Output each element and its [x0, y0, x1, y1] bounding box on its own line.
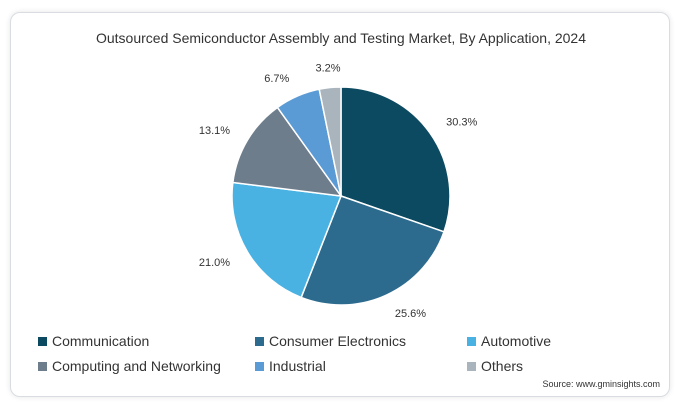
legend-label: Automotive — [481, 333, 552, 349]
slice-value-label: 3.2% — [315, 63, 340, 75]
legend-swatch — [255, 336, 264, 346]
legend-item-consumer-electronics: Consumer Electronics — [255, 333, 406, 349]
legend-item-computing-and-networking: Computing and Networking — [38, 358, 221, 374]
pie-slice-computing-and-networking — [232, 106, 343, 197]
legend-swatch — [38, 361, 47, 371]
legend-label: Consumer Electronics — [269, 333, 406, 349]
slice-value-label: 30.3% — [446, 116, 477, 128]
slice-value-label: 6.7% — [264, 73, 289, 85]
legend-swatch — [467, 336, 476, 346]
legend-swatch — [255, 361, 264, 371]
legend-swatch — [467, 361, 476, 371]
legend-item-automotive: Automotive — [467, 333, 551, 349]
pie-slice-others — [318, 86, 342, 197]
legend-item-industrial: Industrial — [255, 358, 326, 374]
legend-label: Industrial — [269, 358, 326, 374]
legend-label: Others — [481, 358, 524, 374]
legend-item-others: Others — [467, 358, 523, 374]
pie-slice-automotive — [231, 181, 343, 299]
legend-item-communication: Communication — [38, 333, 149, 349]
pie-slice-consumer-electronics — [300, 195, 445, 306]
slice-value-label: 25.6% — [395, 308, 426, 320]
slice-value-label: 21.0% — [199, 257, 230, 269]
legend-swatch — [38, 336, 47, 346]
slice-value-label: 13.1% — [199, 125, 230, 137]
legend-label: Computing and Networking — [52, 358, 221, 374]
chart-title: Outsourced Semiconductor Assembly and Te… — [95, 30, 586, 46]
pie-slice-communication — [340, 86, 451, 233]
legend-label: Communication — [52, 333, 150, 349]
source-note: Source: www.gminsights.com — [542, 379, 660, 389]
